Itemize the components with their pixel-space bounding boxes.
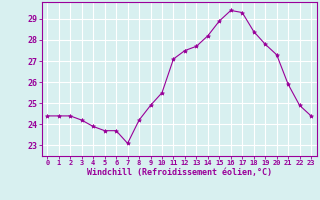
X-axis label: Windchill (Refroidissement éolien,°C): Windchill (Refroidissement éolien,°C) [87, 168, 272, 177]
